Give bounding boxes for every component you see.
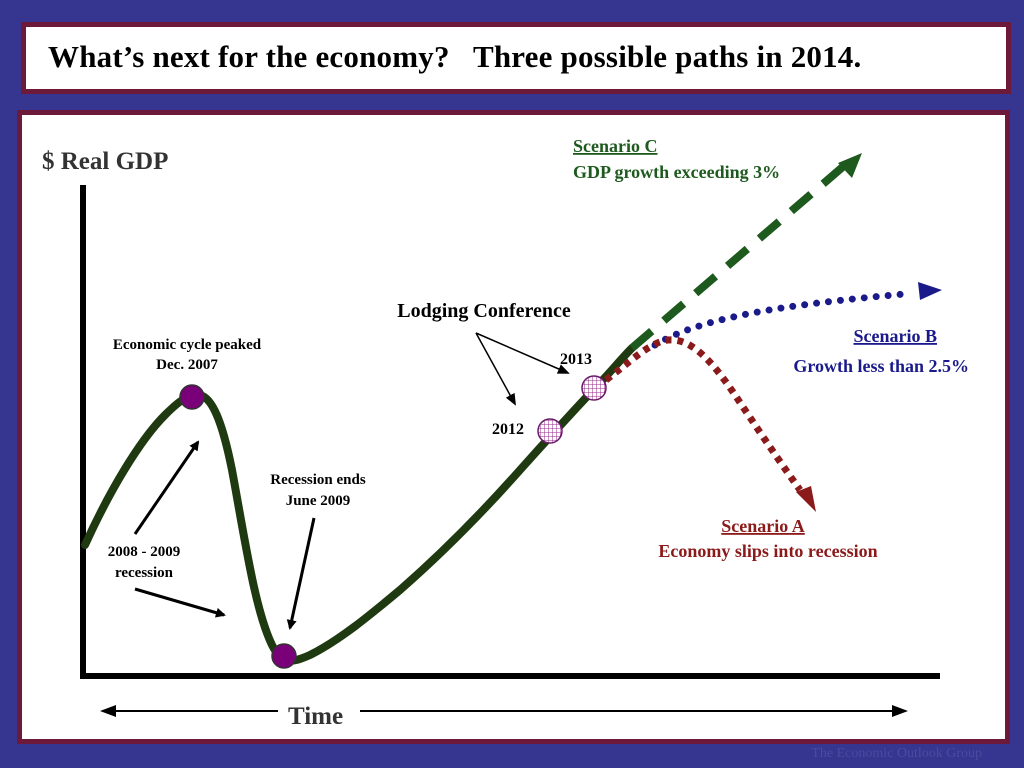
slide-title: What’s next for the economy? Three possi… [48, 39, 862, 74]
time-arrow-left-head [100, 705, 116, 717]
footer-watermark: The Economic Outlook Group [811, 746, 982, 761]
recession-label-line1: 2008 - 2009 [108, 544, 181, 560]
title-panel: What’s next for the economy? Three possi… [24, 25, 1008, 91]
recession-end-marker [271, 643, 297, 669]
conference-2013-marker [581, 375, 607, 401]
scenario-c-arrowhead [838, 153, 862, 178]
peak-label-line1: Economic cycle peaked [113, 337, 262, 353]
title-banner: What’s next for the economy? Three possi… [21, 22, 1011, 94]
conference-arrow-2013 [475, 332, 570, 374]
year-2012-label: 2012 [492, 421, 524, 438]
recession-arrow-right [134, 587, 226, 618]
scenario-b-desc: Growth less than 2.5% [793, 356, 969, 376]
conference-arrow-2012 [475, 332, 516, 406]
scenario-a-name: Scenario A [721, 516, 805, 536]
peak-marker [179, 384, 205, 410]
recession-end-label-line2: June 2009 [286, 493, 351, 509]
scenario-b-name: Scenario B [854, 326, 938, 346]
scenario-a-path [603, 336, 803, 493]
recession-end-arrow [286, 517, 316, 630]
year-2013-label: 2013 [560, 351, 592, 368]
scenario-b-arrowhead [918, 282, 942, 300]
conference-label: Lodging Conference [397, 300, 571, 322]
peak-label-line2: Dec. 2007 [156, 357, 218, 373]
scenario-a-desc: Economy slips into recession [658, 541, 877, 561]
diagram-frame [17, 110, 1010, 744]
scenario-c-path [629, 161, 848, 352]
scenario-c-name: Scenario C [573, 136, 658, 156]
diagram-panel [20, 113, 1007, 741]
recession-label-line2: recession [115, 565, 174, 581]
scenario-a-arrowhead [796, 486, 816, 512]
recession-end-label-line1: Recession ends [270, 472, 366, 488]
time-arrow-right-head [892, 705, 908, 717]
conference-2012-marker [537, 418, 563, 444]
recession-arrow-up [133, 440, 200, 535]
scenario-c-desc: GDP growth exceeding 3% [573, 162, 780, 182]
x-axis-label: Time [288, 703, 343, 730]
y-axis-label: $ Real GDP [42, 148, 168, 175]
scenario-b-path [651, 290, 909, 349]
gdp-curve [81, 344, 636, 665]
